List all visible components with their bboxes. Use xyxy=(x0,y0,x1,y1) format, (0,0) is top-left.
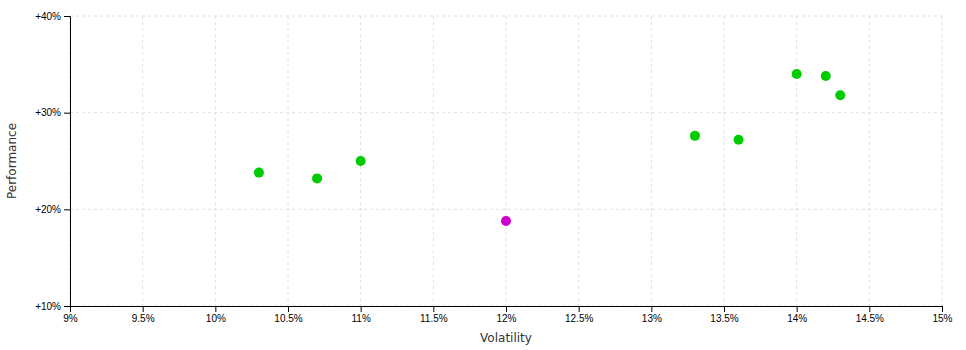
series xyxy=(254,69,845,183)
series xyxy=(501,216,511,226)
y-axis-title: Performance xyxy=(5,123,19,199)
x-tick-mark xyxy=(797,306,798,312)
x-axis-line xyxy=(71,307,943,313)
x-axis: 9% 9.5% 10% 10.5% 11% 11.5% 12% 12.5% 13% 13.5% 14… xyxy=(63,306,952,324)
y-tick: +20% xyxy=(35,204,70,215)
x-tick: 10% xyxy=(206,306,226,324)
y-tick: +10% xyxy=(35,301,70,312)
y-tick-label: +30% xyxy=(35,107,61,118)
x-tick: 11.5% xyxy=(420,306,448,324)
y-tick: +30% xyxy=(35,107,70,118)
grid xyxy=(70,16,942,306)
x-tick-mark xyxy=(433,306,434,312)
x-tick: 15% xyxy=(932,306,952,324)
grid-line-y xyxy=(70,112,942,113)
grid-line-x xyxy=(724,16,725,306)
x-tick-label: 12.5% xyxy=(565,313,593,324)
chart-container: 9% 9.5% 10% 10.5% 11% 11.5% 12% 12.5% 13% 13.5% 14… xyxy=(0,0,966,350)
x-tick: 9% xyxy=(63,306,78,324)
grid-line-x xyxy=(506,16,507,306)
x-tick: 11% xyxy=(352,306,371,324)
x-tick-label: 11.5% xyxy=(420,313,448,324)
x-tick-label: 11% xyxy=(352,313,371,324)
x-tick-label: 12% xyxy=(496,313,516,324)
x-tick-mark xyxy=(288,306,289,312)
point xyxy=(501,216,511,226)
point xyxy=(312,173,322,183)
y-tick-label: +40% xyxy=(35,11,61,22)
x-tick: 12% xyxy=(496,306,516,324)
grid-line-x xyxy=(869,16,870,306)
x-tick-label: 9.5% xyxy=(132,313,155,324)
point xyxy=(356,156,366,166)
x-tick-mark xyxy=(942,306,943,312)
x-tick: 13.5% xyxy=(710,306,738,324)
x-tick-label: 14% xyxy=(787,313,807,324)
x-tick-label: 10% xyxy=(206,313,226,324)
grid-line-x xyxy=(578,16,579,306)
point xyxy=(835,90,845,100)
x-tick-mark xyxy=(579,306,580,312)
x-tick-mark xyxy=(215,306,216,312)
point xyxy=(254,168,264,178)
x-tick-mark xyxy=(724,306,725,312)
grid-line-x xyxy=(288,16,289,306)
grid-line-x xyxy=(215,16,216,306)
x-axis-title: Volatility xyxy=(480,331,532,345)
y-tick-mark xyxy=(64,209,70,210)
x-tick-label: 9% xyxy=(63,313,78,324)
grid-line-y xyxy=(70,16,942,17)
x-tick: 10.5% xyxy=(274,306,302,324)
x-tick: 13% xyxy=(642,306,662,324)
grid-line-y xyxy=(70,209,942,210)
point xyxy=(792,69,802,79)
point xyxy=(734,135,744,145)
chart-svg: 9% 9.5% 10% 10.5% 11% 11.5% 12% 12.5% 13% 13.5% 14… xyxy=(0,0,966,350)
y-axis: +10% +20% +30% +40% xyxy=(35,11,70,312)
point xyxy=(821,71,831,81)
x-tick-mark xyxy=(143,306,144,312)
x-tick-label: 13% xyxy=(642,313,662,324)
grid-line-x xyxy=(142,16,143,306)
x-tick: 12.5% xyxy=(565,306,593,324)
x-tick-mark xyxy=(651,306,652,312)
y-axis-line xyxy=(64,17,71,307)
y-tick-label: +10% xyxy=(35,301,61,312)
x-tick-mark xyxy=(506,306,507,312)
point xyxy=(690,131,700,141)
y-tick-mark xyxy=(64,306,70,307)
x-tick-label: 14.5% xyxy=(856,313,884,324)
y-tick: +40% xyxy=(35,11,70,22)
x-tick-label: 15% xyxy=(932,313,952,324)
y-tick-label: +20% xyxy=(35,204,61,215)
grid-line-x xyxy=(433,16,434,306)
y-tick-mark xyxy=(64,113,70,114)
grid-line-x xyxy=(651,16,652,306)
x-tick: 14% xyxy=(787,306,807,324)
x-tick-label: 10.5% xyxy=(274,313,302,324)
x-tick: 14.5% xyxy=(856,306,884,324)
y-tick-mark xyxy=(64,16,70,17)
plot-area xyxy=(254,69,845,226)
x-tick-label: 13.5% xyxy=(710,313,738,324)
x-tick: 9.5% xyxy=(132,306,155,324)
grid-line-x xyxy=(942,16,943,306)
x-tick-mark xyxy=(361,306,362,312)
x-tick-mark xyxy=(869,306,870,312)
grid-line-x xyxy=(796,16,797,306)
